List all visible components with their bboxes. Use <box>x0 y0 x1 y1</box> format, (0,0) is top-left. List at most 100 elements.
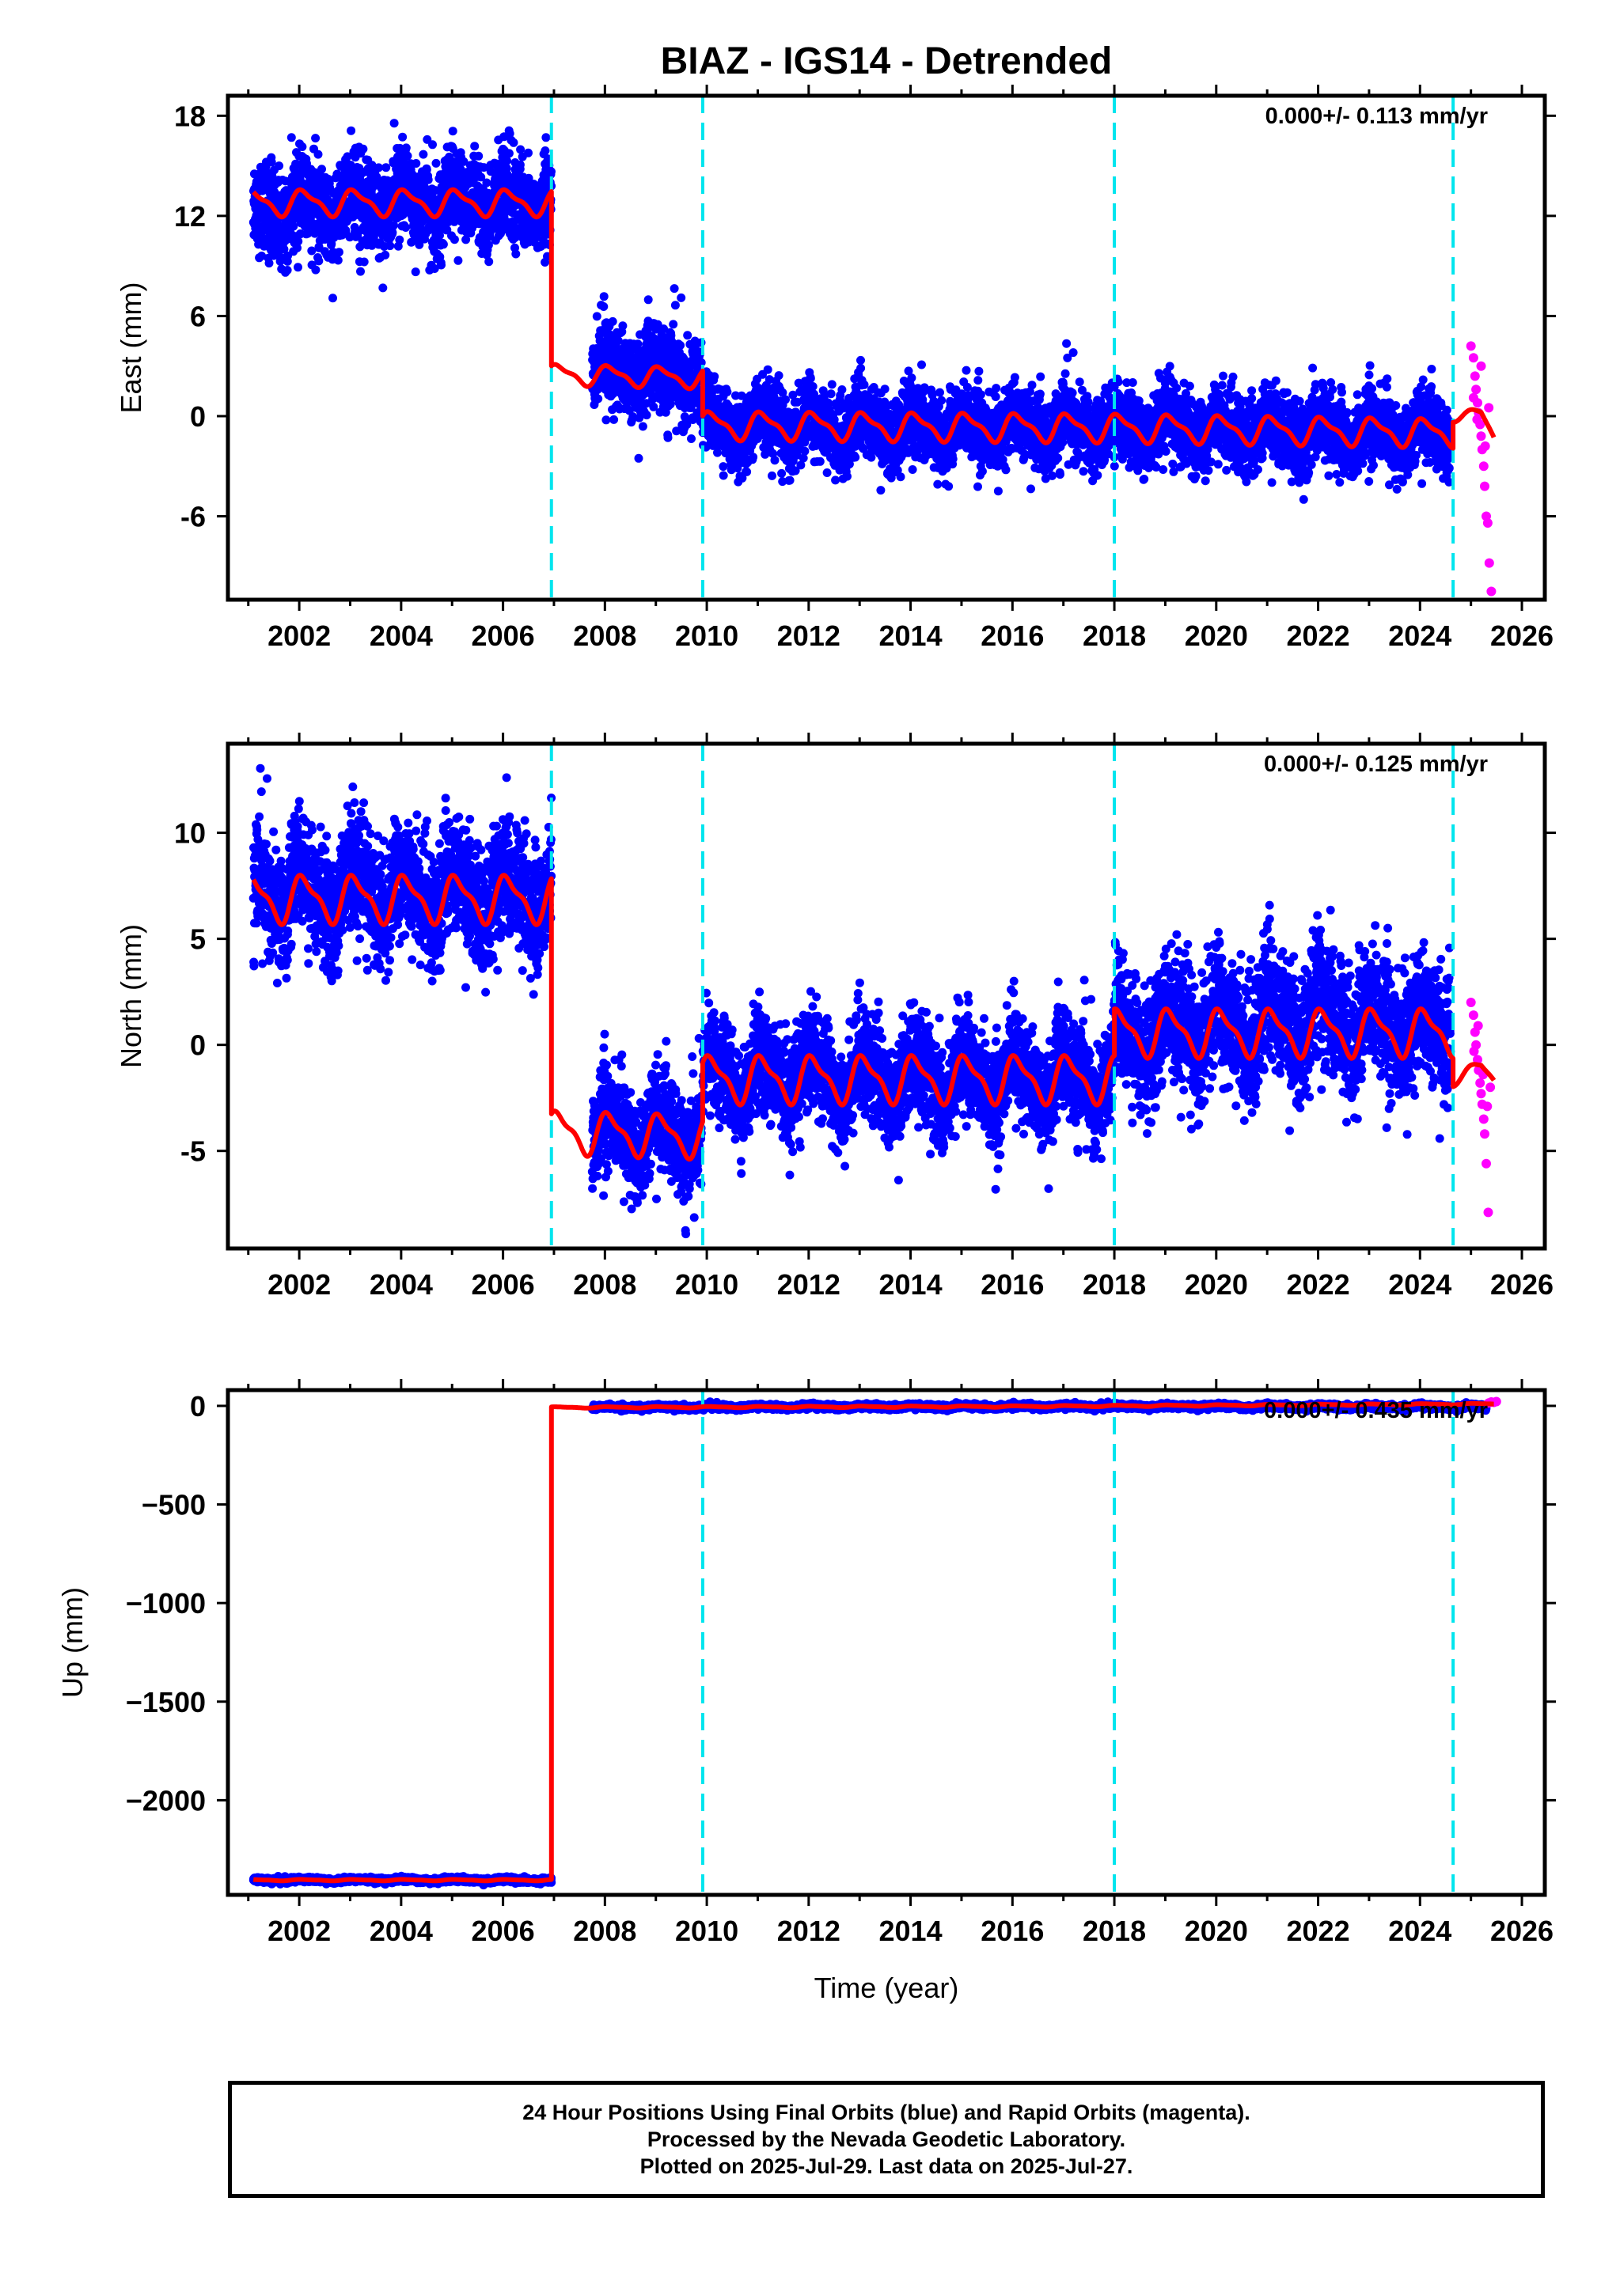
final-point <box>723 387 732 396</box>
final-point <box>398 132 408 142</box>
final-point <box>609 415 619 424</box>
final-point <box>395 235 404 244</box>
final-point <box>509 218 518 227</box>
final-point <box>461 235 471 244</box>
final-point <box>1035 389 1045 399</box>
final-point <box>476 172 486 182</box>
final-point <box>264 259 274 268</box>
final-point <box>933 479 943 489</box>
final-point <box>749 453 758 462</box>
final-point <box>719 462 728 472</box>
final-point <box>423 175 433 184</box>
final-point <box>663 433 673 442</box>
final-point <box>781 395 790 404</box>
final-point <box>592 312 601 321</box>
final-point <box>601 415 611 425</box>
final-point <box>509 138 518 147</box>
final-point <box>815 457 825 466</box>
final-point <box>829 415 839 424</box>
final-point <box>313 150 323 159</box>
final-point <box>676 341 685 350</box>
final-point <box>777 468 787 478</box>
final-point <box>917 360 926 369</box>
final-point <box>334 248 343 257</box>
final-point <box>710 372 719 381</box>
final-point <box>826 389 836 399</box>
final-point <box>311 134 321 143</box>
final-point <box>385 241 395 251</box>
final-point <box>450 235 459 244</box>
final-point <box>403 151 412 161</box>
final-point <box>474 151 484 161</box>
final-point <box>856 363 866 373</box>
panel-1: 2002 2004 2006 2008 2010 2012 2014 2016 2018 2020… <box>115 77 1556 652</box>
final-point <box>742 467 752 476</box>
final-point <box>401 223 411 232</box>
final-point <box>516 145 525 154</box>
final-point <box>977 467 987 476</box>
final-point <box>356 267 365 276</box>
final-point <box>683 331 692 340</box>
final-point <box>808 382 818 391</box>
final-point <box>279 244 289 254</box>
final-point <box>435 231 444 241</box>
final-point <box>279 77 287 85</box>
final-point <box>347 126 356 135</box>
final-point <box>642 411 651 420</box>
final-point <box>827 380 837 389</box>
final-point <box>638 422 647 431</box>
final-point <box>770 456 780 465</box>
final-point <box>314 256 324 266</box>
final-point <box>303 229 313 238</box>
final-point <box>333 256 343 265</box>
final-point <box>293 243 302 252</box>
final-point <box>479 163 488 172</box>
final-point <box>388 228 397 237</box>
final-point <box>438 240 448 249</box>
final-point <box>381 250 390 260</box>
final-point <box>768 471 776 480</box>
final-point <box>973 376 983 385</box>
final-point <box>831 475 840 485</box>
final-point <box>503 156 511 165</box>
final-point <box>859 380 869 389</box>
final-point <box>378 283 388 293</box>
final-point <box>670 301 680 310</box>
final-point <box>515 160 525 169</box>
final-point <box>524 148 533 157</box>
final-point <box>505 129 514 138</box>
final-point <box>448 127 457 136</box>
final-point <box>431 158 441 168</box>
final-point <box>1027 381 1037 390</box>
final-point <box>785 475 795 485</box>
final-point <box>719 471 728 480</box>
final-point <box>618 321 628 331</box>
final-point <box>437 260 446 270</box>
final-point <box>307 246 317 256</box>
final-point <box>599 292 609 301</box>
final-point <box>837 385 847 394</box>
final-point <box>294 263 302 272</box>
final-point <box>283 266 292 275</box>
final-point <box>359 257 369 267</box>
final-point <box>275 161 284 171</box>
final-point <box>634 453 643 463</box>
final-point <box>328 294 337 303</box>
final-point <box>482 178 491 188</box>
final-point <box>317 165 326 174</box>
final-point <box>1001 465 1011 475</box>
final-point <box>1026 484 1035 494</box>
final-point <box>992 384 1001 393</box>
final-point <box>880 385 890 394</box>
final-point <box>822 468 832 477</box>
final-point <box>993 487 1003 496</box>
final-point <box>411 267 420 277</box>
final-point <box>643 295 653 305</box>
final-point <box>908 465 917 474</box>
final-point <box>389 119 399 128</box>
final-point <box>948 454 958 464</box>
final-point <box>907 373 916 383</box>
final-point <box>962 366 971 375</box>
final-point <box>389 221 398 230</box>
